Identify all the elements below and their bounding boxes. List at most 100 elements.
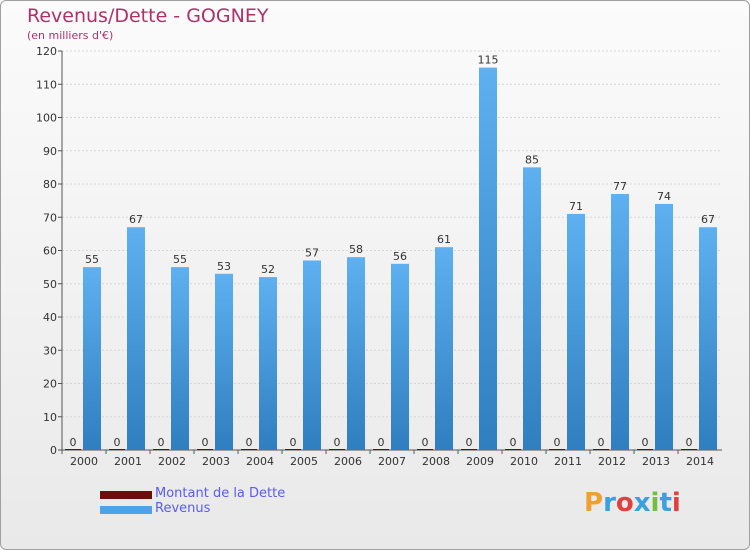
logo-letter: i <box>671 488 681 518</box>
y-tick-label: 30 <box>43 344 57 357</box>
y-tick-label: 10 <box>43 411 57 424</box>
bar-dette <box>109 449 125 450</box>
bar-revenus <box>479 67 497 450</box>
bar-revenus <box>347 257 365 450</box>
data-label-revenus: 55 <box>173 253 187 266</box>
data-label-revenus: 115 <box>478 54 499 67</box>
x-tick-label: 2010 <box>510 455 538 468</box>
data-label-revenus: 71 <box>569 200 583 213</box>
chart-subtitle: (en milliers d'€) <box>27 29 114 42</box>
data-label-dette: 0 <box>598 436 605 449</box>
y-tick-label: 90 <box>43 145 57 158</box>
data-label-revenus: 53 <box>217 260 231 273</box>
data-label-dette: 0 <box>510 436 517 449</box>
legend-swatch-dette <box>100 491 152 499</box>
bar-dette <box>593 449 609 450</box>
data-label-dette: 0 <box>554 436 561 449</box>
x-tick-label: 2002 <box>158 455 186 468</box>
x-tick-label: 2003 <box>202 455 230 468</box>
bar-dette <box>329 449 345 450</box>
bar-revenus <box>259 277 277 450</box>
data-label-revenus: 52 <box>261 263 275 276</box>
bar-dette <box>549 449 565 450</box>
data-label-revenus: 57 <box>305 246 319 259</box>
logo-letter: x <box>633 488 651 518</box>
bar-revenus <box>303 260 321 450</box>
data-label-revenus: 61 <box>437 233 451 246</box>
logo-letter: o <box>615 488 634 518</box>
x-tick-label: 2005 <box>290 455 318 468</box>
x-tick-label: 2011 <box>554 455 582 468</box>
bar-dette <box>241 449 257 450</box>
bar-dette <box>153 449 169 450</box>
data-label-dette: 0 <box>202 436 209 449</box>
bar-revenus <box>171 267 189 450</box>
data-label-dette: 0 <box>466 436 473 449</box>
legend-label-revenus: Revenus <box>155 501 211 516</box>
y-tick-label: 50 <box>43 278 57 291</box>
y-tick-label: 60 <box>43 245 57 258</box>
x-tick-label: 2006 <box>334 455 362 468</box>
bar-dette <box>681 449 697 450</box>
data-label-revenus: 77 <box>613 180 627 193</box>
bar-revenus <box>435 247 453 450</box>
data-label-dette: 0 <box>290 436 297 449</box>
data-label-dette: 0 <box>422 436 429 449</box>
legend-swatch-revenus <box>100 506 152 514</box>
bar-dette <box>505 449 521 450</box>
y-tick-label: 0 <box>50 444 57 457</box>
x-tick-label: 2001 <box>114 455 142 468</box>
y-tick-label: 70 <box>43 211 57 224</box>
data-label-dette: 0 <box>246 436 253 449</box>
data-label-revenus: 55 <box>85 253 99 266</box>
bar-revenus <box>215 273 233 450</box>
y-tick-label: 100 <box>36 112 57 125</box>
logo-letter: t <box>659 488 672 518</box>
bar-dette <box>65 449 81 450</box>
bar-revenus <box>391 263 409 450</box>
data-label-dette: 0 <box>378 436 385 449</box>
x-tick-label: 2007 <box>378 455 406 468</box>
logo-letter: i <box>650 488 660 518</box>
x-tick-label: 2014 <box>686 455 714 468</box>
bar-revenus <box>699 227 717 450</box>
x-tick-label: 2013 <box>642 455 670 468</box>
logo-letter: r <box>603 488 616 518</box>
data-label-dette: 0 <box>334 436 341 449</box>
bar-revenus <box>611 193 629 450</box>
data-label-revenus: 85 <box>525 153 539 166</box>
data-label-revenus: 58 <box>349 243 363 256</box>
y-tick-label: 80 <box>43 178 57 191</box>
x-tick-label: 2009 <box>466 455 494 468</box>
data-label-dette: 0 <box>70 436 77 449</box>
y-tick-label: 20 <box>43 378 57 391</box>
bar-revenus <box>567 213 585 450</box>
bar-dette <box>197 449 213 450</box>
bar-revenus <box>523 167 541 450</box>
x-tick-label: 2000 <box>70 455 98 468</box>
data-label-dette: 0 <box>686 436 693 449</box>
logo-letter: P <box>584 488 604 518</box>
data-label-dette: 0 <box>158 436 165 449</box>
x-tick-label: 2004 <box>246 455 274 468</box>
x-tick-label: 2012 <box>598 455 626 468</box>
data-label-revenus: 74 <box>657 190 671 203</box>
data-label-dette: 0 <box>114 436 121 449</box>
y-tick-label: 40 <box>43 311 57 324</box>
x-tick-label: 2008 <box>422 455 450 468</box>
y-tick-label: 120 <box>36 45 57 58</box>
bar-dette <box>637 449 653 450</box>
bar-revenus <box>127 227 145 450</box>
data-label-dette: 0 <box>642 436 649 449</box>
bar-dette <box>417 449 433 450</box>
legend-label-dette: Montant de la Dette <box>155 486 286 501</box>
data-label-revenus: 56 <box>393 250 407 263</box>
y-tick-label: 110 <box>36 78 57 91</box>
data-label-revenus: 67 <box>701 213 715 226</box>
data-label-revenus: 67 <box>129 213 143 226</box>
proxiti-logo: Proxiti <box>584 488 681 518</box>
bar-dette <box>461 449 477 450</box>
bar-revenus <box>655 203 673 450</box>
bar-revenus <box>83 267 101 450</box>
